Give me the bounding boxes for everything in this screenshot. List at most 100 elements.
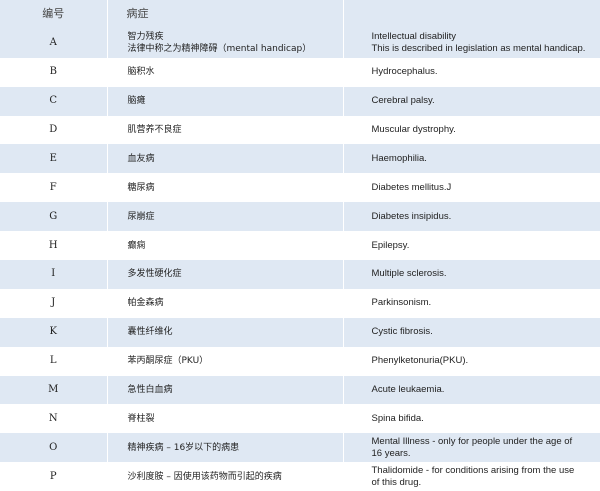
english-name-cell-text: 16 years.: [371, 447, 411, 459]
code-cell-text: I: [51, 268, 56, 280]
chinese-name-cell: 血友病: [106, 144, 343, 174]
chinese-name-cell-text: 癫痫: [127, 240, 146, 251]
english-name-cell: Spina bifida.: [342, 404, 600, 434]
header-english: [342, 0, 600, 29]
chinese-name-cell-text: 苯丙酮尿症（PKU）: [127, 356, 209, 367]
code-cell-text: A: [49, 37, 57, 49]
code-cell-text: H: [48, 239, 58, 251]
english-name-cell: Mental Illness - only for people under t…: [342, 433, 600, 463]
code-cell-text: M: [48, 384, 59, 396]
chinese-name-cell: 肌营养不良症: [106, 115, 343, 145]
code-cell: A: [0, 28, 107, 58]
chinese-name-cell: 急性白血病: [106, 375, 343, 405]
english-name-cell: Multiple sclerosis.: [342, 260, 600, 289]
english-name-cell: Haemophilia.: [342, 144, 600, 174]
chinese-name-cell: 脑瘫: [106, 86, 343, 116]
english-name-cell: Muscular dystrophy.: [342, 115, 600, 145]
chinese-name-cell-text: 肌营养不良症: [127, 125, 182, 135]
english-name-cell: Acute leukaemia.: [342, 375, 600, 405]
code-cell: J: [0, 289, 107, 318]
table-row: A 智力残疾 法律中称之为精神障碍（mental handicap） Intellec…: [0, 28, 600, 58]
chinese-name-cell-text: 血友病: [127, 153, 155, 164]
table-row: D 肌营养不良症 Muscular dystrophy.: [0, 115, 600, 145]
code-cell: M: [0, 375, 107, 405]
english-name-cell: Intellectual disability This is described…: [342, 28, 600, 58]
code-cell: P: [0, 462, 107, 491]
code-cell-text: B: [49, 66, 57, 78]
code-cell-text: K: [49, 326, 57, 338]
english-name-cell-text: This is described in legislation as ment…: [371, 43, 586, 55]
table-row: K 囊性纤维化 Cystic fibrosis.: [0, 317, 600, 347]
code-cell: I: [0, 260, 107, 289]
chinese-name-cell: 精神疾病 – 16岁以下的病患: [106, 433, 343, 463]
table-row: B 脑积水 Hydrocephalus.: [0, 57, 600, 87]
english-name-cell: Hydrocephalus.: [342, 57, 600, 87]
english-name-cell-text: Cystic fibrosis.: [371, 326, 433, 338]
code-cell-text: N: [48, 412, 58, 424]
chinese-name-cell-text: 糖尿病: [127, 182, 155, 193]
english-name-cell-text: Parkinsonism.: [371, 297, 432, 309]
code-cell: L: [0, 347, 107, 376]
chinese-name-cell-text: 囊性纤维化: [127, 327, 173, 338]
chinese-name-cell: 脑积水: [106, 57, 343, 87]
english-name-cell-text: Haemophilia.: [371, 152, 427, 164]
english-name-cell-text: Epilepsy.: [371, 239, 410, 251]
english-name-cell-text: Diabetes mellitus.J: [371, 181, 452, 193]
chinese-name-cell: 沙利度胺 – 因使用该药物而引起的疾病: [106, 462, 343, 491]
english-name-cell-text: Intellectual disability: [371, 31, 457, 43]
table-row: M 急性白血病 Acute leukaemia.: [0, 375, 600, 405]
code-cell: F: [0, 173, 107, 202]
chinese-name-cell-text: 脑瘫: [127, 96, 146, 107]
code-cell-text: L: [49, 355, 57, 367]
english-name-cell-text: Muscular dystrophy.: [371, 124, 456, 135]
chinese-name-cell-text: 多发性硬化症: [127, 269, 182, 280]
code-cell-text: P: [49, 470, 57, 482]
table-row: J 帕金森病 Parkinsonism.: [0, 288, 600, 318]
english-name-cell: Parkinsonism.: [342, 288, 600, 318]
chinese-name-cell-text: 沙利度胺 – 因使用该药物而引起的疾病: [127, 471, 282, 482]
code-cell: N: [0, 404, 107, 433]
code-cell-text: D: [49, 124, 58, 135]
chinese-name-cell-text: 急性白血病: [127, 385, 173, 396]
code-cell: C: [0, 86, 107, 116]
code-cell: H: [0, 231, 107, 260]
code-cell: O: [0, 433, 107, 463]
chinese-name-cell: 帕金森病: [106, 288, 343, 318]
english-name-cell-text: Cerebral palsy.: [371, 95, 435, 107]
header-code: 编号: [0, 0, 107, 29]
table-row: E 血友病 Haemophilia.: [0, 144, 600, 174]
english-name-cell-text: Thalidomide - for conditions arising fro…: [371, 464, 575, 476]
chinese-name-cell: 癫痫: [106, 231, 343, 261]
english-name-cell: Cerebral palsy.: [342, 86, 600, 116]
table-row: I 多发性硬化症 Multiple sclerosis.: [0, 260, 600, 289]
english-name-cell: Phenylketonuria(PKU).: [342, 346, 600, 376]
english-name-cell-text: Acute leukaemia.: [371, 384, 445, 396]
code-cell-text: E: [49, 152, 57, 164]
code-cell-text: O: [49, 441, 58, 453]
chinese-name-cell: 智力残疾 法律中称之为精神障碍（mental handicap）: [106, 28, 343, 58]
chinese-name-cell-text: 智力残疾: [127, 32, 164, 43]
chinese-name-cell: 苯丙酮尿症（PKU）: [106, 346, 343, 376]
english-name-cell-text: Mental Illness - only for people under t…: [371, 435, 573, 447]
english-name-cell-text: Phenylketonuria(PKU).: [371, 355, 469, 367]
chinese-name-cell-text: 法律中称之为精神障碍（mental handicap）: [127, 44, 312, 55]
chinese-name-cell-text: 脊柱裂: [127, 413, 155, 424]
english-name-cell-text: Spina bifida.: [371, 412, 424, 424]
code-cell-text: J: [51, 297, 56, 309]
table-row: G 尿崩症 Diabetes insipidus.: [0, 202, 600, 232]
english-name-cell: Epilepsy.: [342, 231, 600, 261]
table-row: P 沙利度胺 – 因使用该药物而引起的疾病 Thalidomide - for co…: [0, 462, 600, 491]
english-name-cell: Diabetes insipidus.: [342, 202, 600, 232]
table-row: F 糖尿病 Diabetes mellitus.J: [0, 173, 600, 203]
chinese-name-cell-text: 精神疾病 – 16岁以下的病患: [127, 442, 240, 453]
chinese-name-cell: 尿崩症: [106, 202, 343, 232]
code-cell-text: F: [49, 181, 57, 193]
code-cell: E: [0, 144, 107, 174]
code-cell: D: [0, 116, 107, 145]
code-cell-text: C: [49, 95, 58, 107]
header-disease: 病症: [106, 0, 343, 29]
table-row: O 精神疾病 – 16岁以下的病患 Mental Illness - only fo…: [0, 433, 600, 463]
english-name-cell-text: of this drug.: [371, 476, 422, 488]
table-row: H 癫痫 Epilepsy.: [0, 231, 600, 261]
